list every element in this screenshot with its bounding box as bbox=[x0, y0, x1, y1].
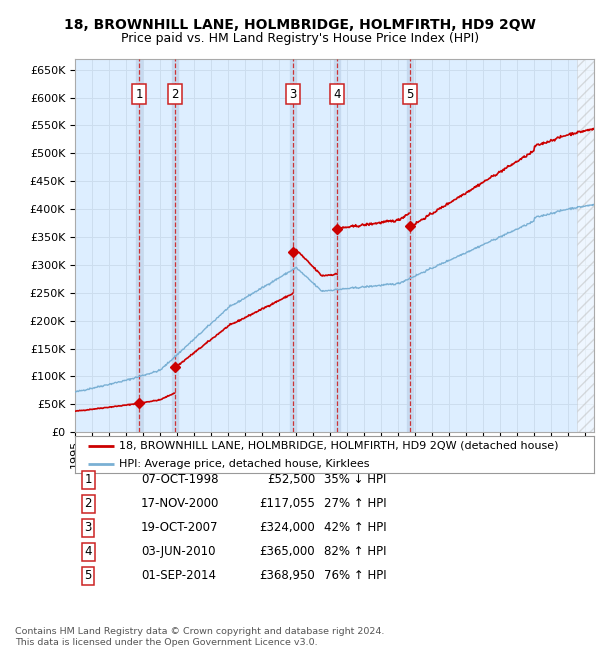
Text: 4: 4 bbox=[334, 88, 341, 101]
Text: 3: 3 bbox=[85, 521, 92, 534]
Text: 4: 4 bbox=[85, 545, 92, 558]
Text: 1: 1 bbox=[136, 88, 143, 101]
Text: 01-SEP-2014: 01-SEP-2014 bbox=[141, 569, 216, 582]
Text: 19-OCT-2007: 19-OCT-2007 bbox=[141, 521, 218, 534]
Text: £368,950: £368,950 bbox=[259, 569, 315, 582]
Text: HPI: Average price, detached house, Kirklees: HPI: Average price, detached house, Kirk… bbox=[119, 459, 370, 469]
Text: 18, BROWNHILL LANE, HOLMBRIDGE, HOLMFIRTH, HD9 2QW: 18, BROWNHILL LANE, HOLMBRIDGE, HOLMFIRT… bbox=[64, 18, 536, 32]
Text: 2: 2 bbox=[172, 88, 179, 101]
Bar bbox=[334, 58, 340, 432]
Text: 5: 5 bbox=[85, 569, 92, 582]
Text: Price paid vs. HM Land Registry's House Price Index (HPI): Price paid vs. HM Land Registry's House … bbox=[121, 32, 479, 45]
Text: 2: 2 bbox=[85, 497, 92, 510]
Text: £324,000: £324,000 bbox=[259, 521, 315, 534]
Text: 17-NOV-2000: 17-NOV-2000 bbox=[141, 497, 220, 510]
Text: £365,000: £365,000 bbox=[259, 545, 315, 558]
Text: £117,055: £117,055 bbox=[259, 497, 315, 510]
Text: 07-OCT-1998: 07-OCT-1998 bbox=[141, 473, 218, 486]
Bar bbox=[136, 58, 142, 432]
Text: 3: 3 bbox=[289, 88, 296, 101]
Text: 42% ↑ HPI: 42% ↑ HPI bbox=[324, 521, 386, 534]
Text: 27% ↑ HPI: 27% ↑ HPI bbox=[324, 497, 386, 510]
Text: 35% ↓ HPI: 35% ↓ HPI bbox=[324, 473, 386, 486]
Bar bbox=[172, 58, 178, 432]
Text: 76% ↑ HPI: 76% ↑ HPI bbox=[324, 569, 386, 582]
Text: 1: 1 bbox=[85, 473, 92, 486]
Bar bbox=[577, 58, 594, 432]
Text: 03-JUN-2010: 03-JUN-2010 bbox=[141, 545, 215, 558]
Bar bbox=[290, 58, 296, 432]
Text: 82% ↑ HPI: 82% ↑ HPI bbox=[324, 545, 386, 558]
Text: Contains HM Land Registry data © Crown copyright and database right 2024.
This d: Contains HM Land Registry data © Crown c… bbox=[15, 627, 385, 647]
Bar bbox=[407, 58, 413, 432]
Text: 5: 5 bbox=[406, 88, 413, 101]
Text: 18, BROWNHILL LANE, HOLMBRIDGE, HOLMFIRTH, HD9 2QW (detached house): 18, BROWNHILL LANE, HOLMBRIDGE, HOLMFIRT… bbox=[119, 441, 559, 450]
Text: £52,500: £52,500 bbox=[267, 473, 315, 486]
